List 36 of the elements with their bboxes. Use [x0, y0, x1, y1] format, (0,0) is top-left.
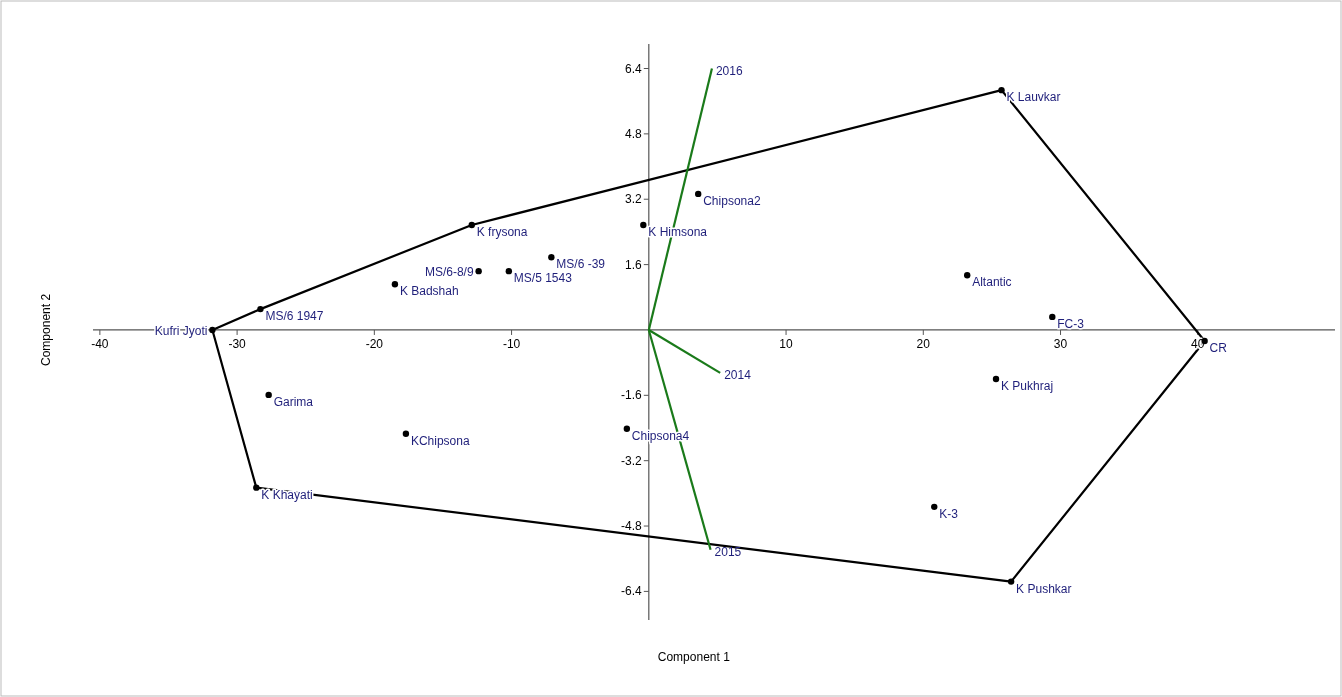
y-tick-label: 1.6	[625, 257, 643, 272]
x-axis-title: Component 1	[657, 650, 731, 664]
y-tick-label: 4.8	[625, 126, 643, 141]
annotation: Garima	[273, 394, 314, 409]
annotation: K Lauvkar	[1006, 90, 1061, 105]
series-label: 2016	[715, 63, 743, 78]
annotation: Chipsona2	[703, 193, 761, 208]
x-tick-label: -20	[365, 336, 384, 351]
y-tick-label: -1.6	[621, 388, 643, 403]
annotation: K frysona	[476, 224, 528, 239]
y-axis-title: Component 2	[39, 293, 53, 366]
annotation: MS/6 1947	[265, 309, 324, 324]
annotation: MS/6-8/9	[424, 265, 474, 280]
y-tick-label: 6.4	[625, 61, 643, 76]
annotation: FC-3	[1057, 316, 1085, 331]
annotation: K Badshah	[399, 284, 459, 299]
x-tick-label: 10	[779, 336, 794, 351]
annotation: K Pukhraj	[1001, 378, 1054, 393]
series-label: 2015	[714, 544, 742, 559]
y-tick-label: -3.2	[621, 453, 643, 468]
annotation: KChipsona	[410, 433, 470, 448]
series-label: 2014	[724, 367, 752, 382]
annotation: MS/5 1543	[513, 271, 573, 286]
y-tick-label: -4.8	[621, 519, 643, 534]
x-tick-label: -40	[91, 336, 109, 351]
x-tick-label: -30	[228, 336, 247, 351]
annotation: MS/6 -39	[556, 257, 606, 272]
x-tick-label: 20	[916, 336, 931, 351]
annotation: CR	[1209, 340, 1228, 355]
y-tick-label: -6.4	[621, 584, 643, 599]
x-tick-label: -10	[502, 336, 521, 351]
annotation: Altantic	[972, 275, 1012, 290]
x-tick-label: 30	[1053, 336, 1068, 351]
y-tick-label: 3.2	[625, 192, 643, 207]
annotation: K-3	[939, 506, 959, 521]
annotation: K Pushkar	[1016, 581, 1072, 596]
